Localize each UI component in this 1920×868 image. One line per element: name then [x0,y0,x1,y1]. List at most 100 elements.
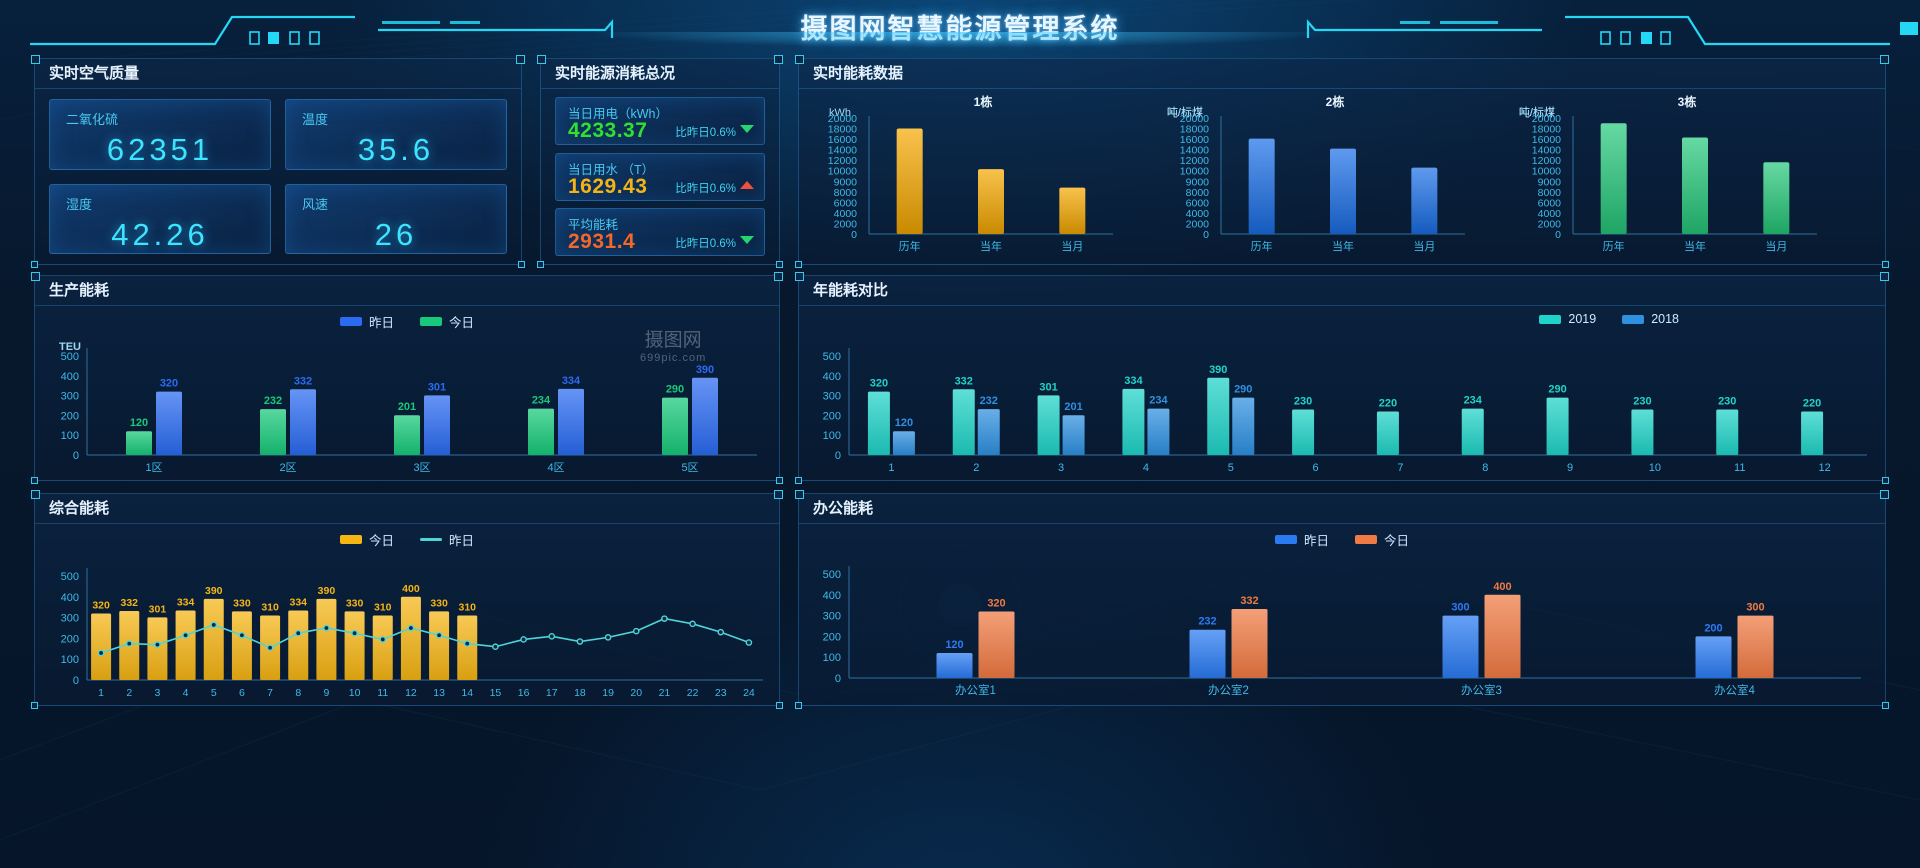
bar [424,395,450,455]
svg-text:吨/标煤: 吨/标煤 [1167,105,1203,119]
svg-text:120: 120 [945,639,963,651]
legend-item[interactable]: 昨日 [339,312,394,331]
comprehensive-legend: 今日 昨日 [41,530,773,549]
svg-text:232: 232 [1198,616,1216,628]
bar [1461,408,1484,455]
svg-text:10: 10 [1649,462,1661,474]
bar [528,408,554,455]
svg-text:330: 330 [233,597,251,609]
panel-office: 办公能耗 昨日 今日 500 400 300 200 100 0 120 320 办公室1 232… [795,490,1889,709]
comprehensive-chart[interactable]: 500 400 300 200 100 0 320 1 332 2 301 3 334 4 390 5 330 6… [41,552,775,702]
svg-text:14: 14 [461,687,473,699]
svg-text:332: 332 [294,375,312,387]
annual-compare-chart[interactable]: 500 400 300 200 100 0 320 120 1 332 232 2 301 201 3 334… [805,334,1881,477]
svg-text:6000: 6000 [834,197,858,209]
svg-text:390: 390 [696,364,714,376]
svg-text:300: 300 [1451,602,1469,614]
bar [344,611,365,680]
bar [288,610,309,680]
production-legend: 昨日 今日 [41,312,773,331]
svg-text:历年: 历年 [1603,239,1625,253]
energy-summary-card[interactable]: 当日用电（kWh） 4233.37 比昨日0.6% [555,97,765,145]
svg-text:320: 320 [160,378,178,390]
energy-summary-value: 1629.43 [568,174,648,198]
building-chart-1: 1栋kWh20000180001600014000120001000090008… [828,94,1203,253]
svg-text:200: 200 [823,410,841,422]
bar [203,598,224,680]
svg-text:300: 300 [61,391,79,403]
bar [1376,411,1399,455]
air-quality-card[interactable]: 风速 26 [285,183,507,254]
legend-item[interactable]: 今日 [420,312,474,331]
svg-text:10000: 10000 [1180,166,1209,178]
production-chart-area: 昨日 今日 TEU 500 400 300 200 100 0 120 320 1区 232 332 2… [41,308,773,476]
svg-text:16000: 16000 [828,134,857,146]
svg-text:9000: 9000 [834,176,858,188]
legend-item[interactable]: 今日 [1355,530,1409,549]
legend-label: 2018 [1651,312,1679,326]
air-quality-label: 二氧化硫 [66,112,119,127]
energy-summary-card[interactable]: 平均能耗 2931.4 比昨日0.6% [555,208,765,256]
bar [1695,636,1732,678]
air-quality-card[interactable]: 湿度 42.26 [49,183,271,254]
svg-text:10000: 10000 [828,166,857,178]
svg-text:5: 5 [1228,462,1234,474]
bar [892,431,915,455]
svg-text:当年: 当年 [1332,239,1354,253]
bar [400,596,421,680]
bar [429,611,450,680]
svg-text:1: 1 [98,687,104,699]
svg-text:14000: 14000 [828,145,857,157]
svg-text:390: 390 [318,585,336,597]
svg-text:2000: 2000 [834,218,858,230]
legend-item[interactable]: 昨日 [1274,530,1329,549]
panel-comprehensive: 综合能耗 今日 昨日 500 400 300 200 100 0 320 1 332 2 301 3 3… [31,490,783,709]
svg-text:5: 5 [211,687,217,699]
legend-item[interactable]: 2019 [1539,312,1596,326]
bar [1546,397,1569,455]
energy-summary-card[interactable]: 当日用水 （T） 1629.43 比昨日0.6% [555,152,765,201]
svg-text:234: 234 [532,395,551,407]
svg-text:301: 301 [428,381,446,393]
svg-text:办公室3: 办公室3 [1461,683,1502,697]
svg-text:6000: 6000 [1186,197,1210,209]
svg-text:13: 13 [433,687,445,699]
svg-text:300: 300 [823,611,841,623]
office-chart[interactable]: 500 400 300 200 100 0 120 320 办公室1 232 332 办公室2 300 4… [805,552,1881,702]
bar [1292,409,1315,455]
svg-text:301: 301 [1039,381,1057,393]
svg-text:6: 6 [1313,462,1319,474]
svg-text:120: 120 [895,417,913,429]
svg-text:吨/标煤: 吨/标煤 [1519,105,1555,119]
air-quality-card[interactable]: 二氧化硫 62351 [49,99,271,170]
svg-text:16: 16 [518,687,530,699]
svg-text:0: 0 [1555,229,1561,241]
svg-text:390: 390 [205,585,223,597]
bar [1189,629,1226,678]
svg-text:20000: 20000 [828,113,857,125]
air-quality-label: 温度 [302,112,329,127]
legend-item[interactable]: 2018 [1622,312,1679,326]
svg-text:0: 0 [73,450,79,462]
legend-item[interactable]: 今日 [339,530,394,549]
svg-text:400: 400 [823,590,841,602]
legend-item[interactable]: 昨日 [420,530,474,549]
svg-text:332: 332 [120,597,138,609]
svg-text:kWh: kWh [829,107,851,119]
panel-air-quality-title: 实时空气质量 [35,59,521,89]
svg-text:18000: 18000 [1180,124,1209,136]
trend-down-icon [740,125,754,133]
svg-text:19: 19 [602,687,614,699]
realtime-consumption-charts[interactable]: 1栋kWh20000180001600014000120001000090008… [799,90,1885,265]
svg-text:9000: 9000 [1186,176,1210,188]
office-chart-area: 昨日 今日 500 400 300 200 100 0 120 320 办公室1 232 332 办公… [805,526,1879,701]
panel-energy-summary-title: 实时能源消耗总况 [541,59,779,89]
bar [91,613,112,680]
air-quality-card[interactable]: 温度 35.6 [285,99,507,170]
bar [1801,411,1824,455]
svg-text:当月: 当月 [1413,239,1435,253]
bar [457,615,478,680]
svg-text:14000: 14000 [1180,145,1209,157]
svg-text:9: 9 [323,687,329,699]
